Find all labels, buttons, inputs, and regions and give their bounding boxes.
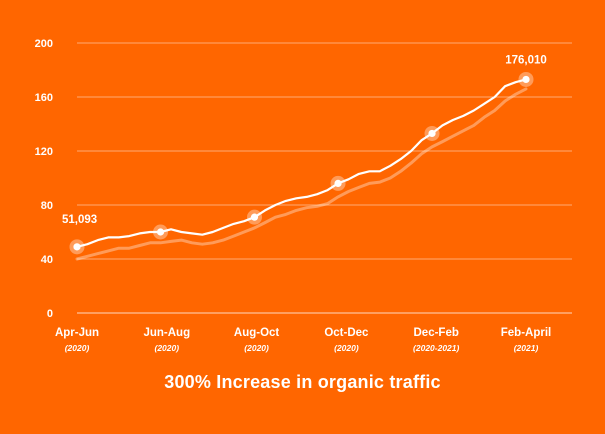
y-tick-label: 120 — [35, 146, 53, 158]
y-axis-ticks: 0 40 80 120 160 200 — [35, 38, 53, 320]
chart-series — [75, 78, 528, 261]
data-point — [250, 213, 259, 221]
chart-annotations: 51,093 176,010 — [62, 54, 547, 225]
y-tick-label: 160 — [35, 92, 53, 104]
data-point — [428, 129, 436, 138]
x-tick-label: Feb-April — [501, 327, 551, 339]
x-tick-label: Dec-Feb — [414, 327, 459, 339]
y-tick-label: 80 — [41, 200, 53, 212]
x-tick-sublabel: (2020-2021) — [413, 343, 459, 353]
y-tick-label: 40 — [41, 254, 53, 266]
x-tick-label: Jun-Aug — [143, 327, 190, 339]
data-point — [334, 179, 342, 187]
x-tick-sublabel: (2021) — [514, 343, 539, 353]
chart-gridlines — [77, 42, 572, 314]
x-tick-sublabel: (2020) — [334, 343, 359, 353]
x-tick-label: Apr-Jun — [55, 327, 99, 339]
x-tick-sublabel: (2020) — [65, 343, 90, 353]
data-point — [522, 75, 530, 84]
data-label: 176,010 — [505, 54, 547, 66]
x-tick-sublabel: (2020) — [155, 343, 180, 353]
y-tick-label: 200 — [35, 38, 53, 50]
x-tick-sublabel: (2020) — [244, 343, 269, 353]
x-tick-label: Oct-Dec — [324, 327, 369, 339]
data-point — [156, 228, 165, 236]
chart-markers — [69, 71, 534, 255]
chart-title: 300% Increase in organic traffic — [164, 372, 441, 392]
data-point — [73, 243, 81, 251]
x-axis-ticks: Apr-Jun (2020) Jun-Aug (2020) Aug-Oct (2020) O… — [55, 327, 551, 353]
series-line-2 — [75, 87, 528, 261]
y-tick-label: 0 — [47, 308, 53, 320]
series-line-1 — [75, 78, 528, 248]
x-tick-label: Aug-Oct — [234, 327, 280, 339]
data-label: 51,093 — [62, 214, 97, 226]
